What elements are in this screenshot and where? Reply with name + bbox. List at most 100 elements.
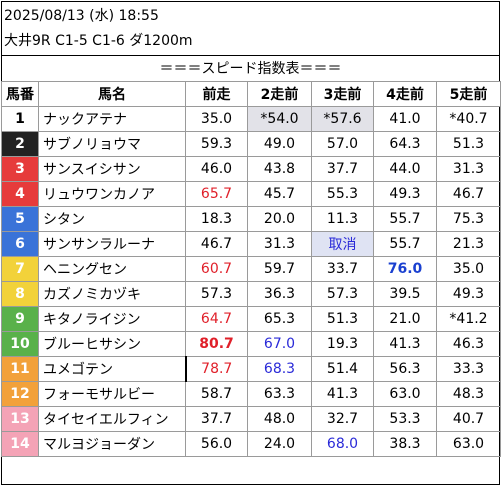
horse-number: 14 [1,431,39,457]
horse-number: 2 [1,131,39,157]
col-header-2nd: 2走前 [247,81,312,107]
table-row: 6 サンサンラルーナ 46.7 31.3 取消 55.7 21.3 [1,231,501,257]
speed-value: 56.3 [373,356,437,382]
speed-value: 20.0 [247,206,312,232]
horse-number: 13 [1,406,39,432]
speed-value: 80.7 [185,331,248,357]
speed-value: 58.7 [185,381,248,407]
horse-number: 1 [1,106,39,132]
speed-value: 65.7 [185,181,248,207]
horse-name: ナックアテナ [38,106,186,132]
speed-value: 39.5 [373,281,437,307]
header-row: 馬番 馬名 前走 2走前 3走前 4走前 5走前 [1,81,501,107]
horse-number: 7 [1,256,39,282]
horse-name: リュウワンカノア [38,181,186,207]
horse-number: 11 [1,356,39,382]
speed-value: 65.3 [247,306,312,332]
horse-name: ブルーヒサシン [38,331,186,357]
horse-name: ユメゴテン [38,356,186,382]
speed-value: 68.3 [247,356,312,382]
speed-value: 49.0 [247,131,312,157]
speed-value: 49.3 [373,181,437,207]
speed-value: 44.0 [373,156,437,182]
scratched-value: 取消 [311,231,374,257]
horse-name: キタノライジン [38,306,186,332]
speed-value: 64.3 [373,131,437,157]
speed-value: 31.3 [436,156,501,182]
speed-value: 35.0 [436,256,501,282]
speed-value: 46.0 [185,156,248,182]
speed-value: *41.2 [436,306,501,332]
horse-number: 9 [1,306,39,332]
speed-value: 41.3 [311,381,374,407]
speed-value: 55.7 [373,231,437,257]
horse-number: 3 [1,156,39,182]
horse-number: 8 [1,281,39,307]
table-row: 2 サブノリョウマ 59.3 49.0 57.0 64.3 51.3 [1,131,501,157]
horse-name: サブノリョウマ [38,131,186,157]
table-row: 4 リュウワンカノア 65.7 45.7 55.3 49.3 46.7 [1,181,501,207]
speed-value: 21.3 [436,231,501,257]
horse-number: 5 [1,206,39,232]
speed-value: *54.0 [247,106,312,132]
speed-value: 56.0 [185,431,248,457]
table-row: 1 ナックアテナ 35.0 *54.0 *57.6 41.0 *40.7 [1,106,501,132]
speed-value: 75.3 [436,206,501,232]
speed-value: 36.3 [247,281,312,307]
col-header-5th: 5走前 [436,81,501,107]
table-row: 14 マルヨジョーダン 56.0 24.0 68.0 38.3 63.0 [1,431,501,457]
speed-value: 57.3 [185,281,248,307]
race-date: 2025/08/13 (水) 18:55 [4,8,159,24]
horse-number: 6 [1,231,39,257]
table-row: 8 カズノミカヅキ 57.3 36.3 57.3 39.5 49.3 [1,281,501,307]
speed-value: 59.3 [185,131,248,157]
speed-value: 60.7 [185,256,248,282]
table-row: 12 フォーモサルビー 58.7 63.3 41.3 63.0 48.3 [1,381,501,407]
speed-value: 76.0 [373,256,437,282]
speed-value: 51.4 [311,356,374,382]
speed-value: 32.7 [311,406,374,432]
speed-value: 43.8 [247,156,312,182]
table-row: 13 タイセイエルフィン 37.7 48.0 32.7 53.3 40.7 [1,406,501,432]
table-row: 5 シタン 18.3 20.0 11.3 55.7 75.3 [1,206,501,232]
speed-value: 21.0 [373,306,437,332]
col-header-last: 前走 [185,81,248,107]
horse-number: 12 [1,381,39,407]
horse-name: ヘニングセン [38,256,186,282]
table-row: 10 ブルーヒサシン 80.7 67.0 19.3 41.3 46.3 [1,331,501,357]
table-caption: ＝＝＝スピード指数表＝＝＝ [1,55,500,81]
speed-value: 24.0 [247,431,312,457]
speed-value: 40.7 [436,406,501,432]
speed-value: 48.0 [247,406,312,432]
table-row: 9 キタノライジン 64.7 65.3 51.3 21.0 *41.2 [1,306,501,332]
table-row: 7 ヘニングセン 60.7 59.7 33.7 76.0 35.0 [1,256,501,282]
col-header-number: 馬番 [1,81,39,107]
speed-value: 31.3 [247,231,312,257]
horse-name: タイセイエルフィン [38,406,186,432]
speed-value: 46.7 [436,181,501,207]
speed-value: 41.0 [373,106,437,132]
speed-value: 78.7 [184,356,248,382]
horse-name: マルヨジョーダン [38,431,186,457]
speed-value: 18.3 [185,206,248,232]
horse-name: フォーモサルビー [38,381,186,407]
speed-value: 67.0 [247,331,312,357]
speed-value: 46.7 [185,231,248,257]
horse-number: 10 [1,331,39,357]
speed-value: 51.3 [436,131,501,157]
speed-value: 64.7 [185,306,248,332]
speed-value: 57.0 [311,131,374,157]
speed-index-table: 馬番 馬名 前走 2走前 3走前 4走前 5走前 1 ナックアテナ 35.0 *… [1,81,501,457]
speed-value: 41.3 [373,331,437,357]
speed-value: 55.7 [373,206,437,232]
horse-name: サンスイシサン [38,156,186,182]
speed-value: 38.3 [373,431,437,457]
speed-value: 46.3 [436,331,501,357]
table-row: 3 サンスイシサン 46.0 43.8 37.7 44.0 31.3 [1,156,501,182]
table-row: 11 ユメゴテン 78.7 68.3 51.4 56.3 33.3 [1,356,501,382]
speed-value: 63.0 [436,431,501,457]
speed-value: 51.3 [311,306,374,332]
speed-value: 45.7 [247,181,312,207]
speed-value: 11.3 [311,206,374,232]
speed-value: 55.3 [311,181,374,207]
